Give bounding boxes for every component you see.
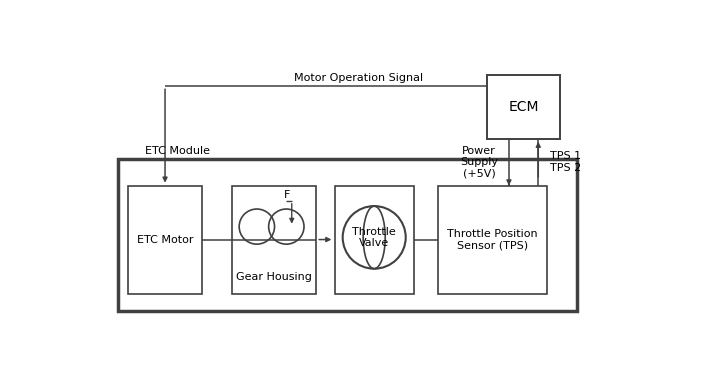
Text: Throttle
Valve: Throttle Valve	[353, 227, 396, 248]
Text: TPS 1
TPS 2: TPS 1 TPS 2	[550, 152, 581, 173]
Text: Power
Supply
(+5V): Power Supply (+5V)	[460, 146, 498, 179]
Bar	[118, 159, 576, 311]
Bar	[438, 186, 547, 294]
Bar	[487, 75, 560, 139]
Text: Motor Operation Signal: Motor Operation Signal	[294, 73, 423, 83]
Text: ETC Module: ETC Module	[144, 146, 210, 157]
Text: Gear Housing: Gear Housing	[236, 272, 312, 282]
Text: Throttle Position
Sensor (TPS): Throttle Position Sensor (TPS)	[447, 229, 538, 251]
Bar	[335, 186, 414, 294]
Text: F: F	[284, 190, 290, 200]
Bar	[231, 186, 315, 294]
Text: ECM: ECM	[508, 100, 539, 114]
Text: ETC Motor: ETC Motor	[137, 235, 193, 244]
Bar	[128, 186, 202, 294]
